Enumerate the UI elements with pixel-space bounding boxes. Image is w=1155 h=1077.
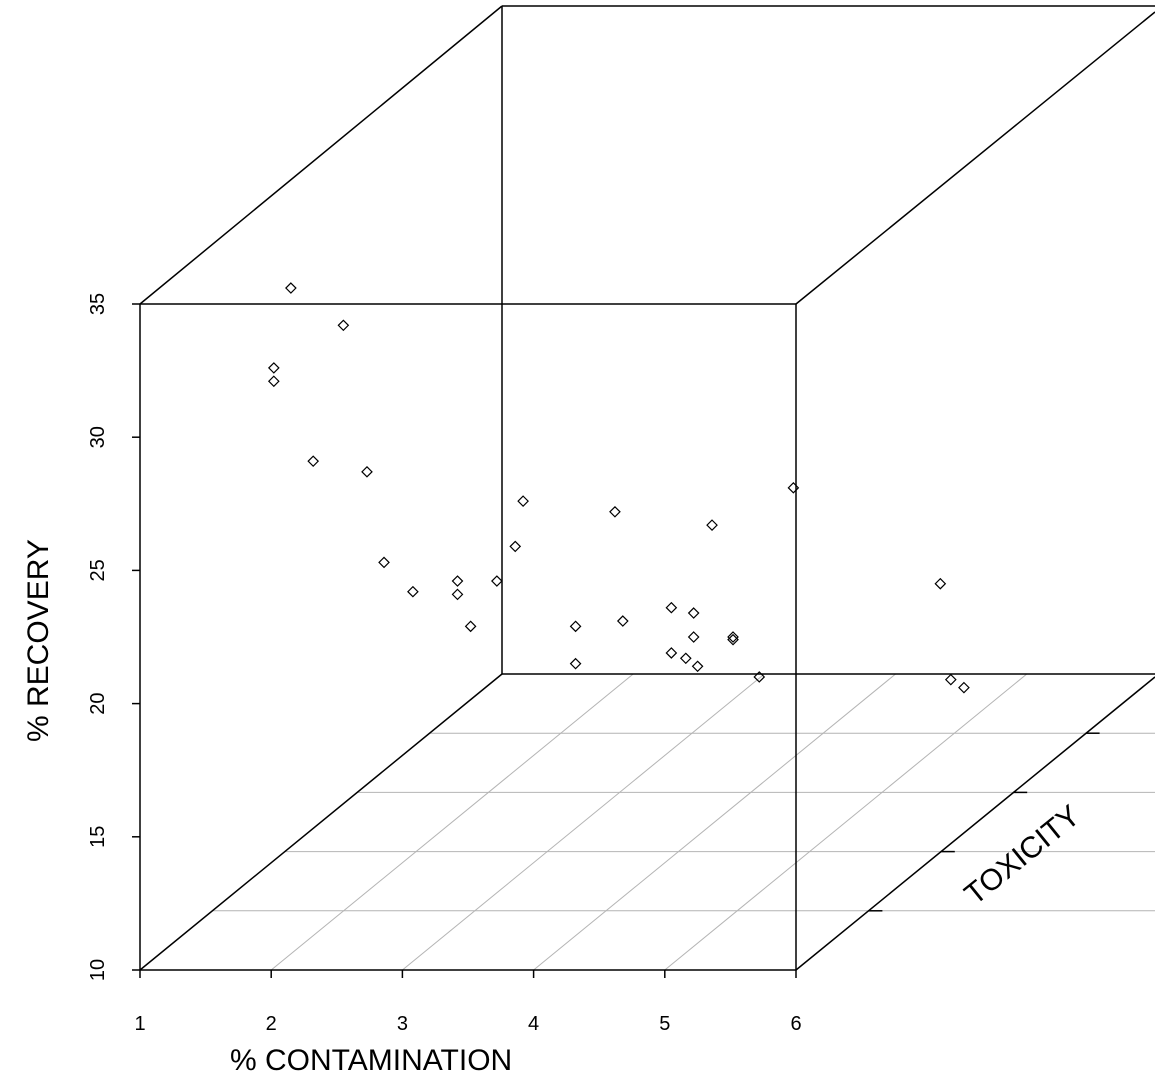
data-point [464,620,477,633]
x-axis-title: % CONTAMINATION [230,1044,512,1077]
data-points [267,282,970,694]
data-point [307,455,320,468]
grid-line-depth [664,673,1028,971]
z-axis-title: TOXICITY [959,799,1087,911]
data-point [267,362,280,374]
x-tick-label: 4 [528,1013,539,1035]
data-point [509,540,522,553]
data-point [451,588,464,601]
data-point [337,319,350,332]
grid-line-depth [270,673,634,971]
data-point [517,495,529,507]
data-point [691,660,704,673]
depth-bottom-right-edge [795,676,1155,971]
x-tick-label: 5 [659,1013,670,1035]
x-tick-label: 6 [790,1013,801,1035]
data-point [569,657,582,670]
data-point [569,620,582,633]
plot-box [139,5,1155,971]
y-axis-title: % RECOVERY [22,539,55,742]
data-point [753,671,766,683]
data-point [787,481,800,494]
depth-top-left-edge [139,5,503,305]
data-point [944,673,957,686]
grid-line-depth [533,673,896,971]
data-point [609,505,621,518]
floor-grid [212,673,1155,971]
data-point [706,519,718,531]
grid-line-depth [402,673,765,971]
data-point [934,577,947,590]
y-tick-label: 10 [87,959,109,981]
data-point [958,681,970,694]
data-point [687,607,700,619]
data-point [378,556,390,569]
data-point [679,652,692,665]
data-point [267,375,280,388]
data-point [451,575,464,587]
tick-labels: 1 2 3 4 5 6 10 15 20 25 30 35 [87,293,802,1035]
axis-ticks [132,303,1100,978]
data-point [361,465,373,478]
data-point [665,601,678,614]
data-point [727,631,739,643]
y-tick-label: 35 [87,293,109,315]
y-tick-label: 25 [87,559,109,581]
data-point [687,631,700,643]
data-point [491,575,503,587]
depth-bottom-left-edge [139,673,503,971]
x-tick-label: 1 [134,1013,145,1035]
data-point [616,615,629,627]
y-tick-label: 15 [87,826,109,848]
data-point [285,282,297,294]
data-point [665,647,678,659]
x-tick-label: 3 [397,1013,408,1035]
x-tick-label: 2 [266,1013,277,1035]
depth-top-right-edge [795,11,1155,305]
data-point [407,585,419,598]
y-tick-label: 30 [87,426,109,448]
y-tick-label: 20 [87,692,109,714]
